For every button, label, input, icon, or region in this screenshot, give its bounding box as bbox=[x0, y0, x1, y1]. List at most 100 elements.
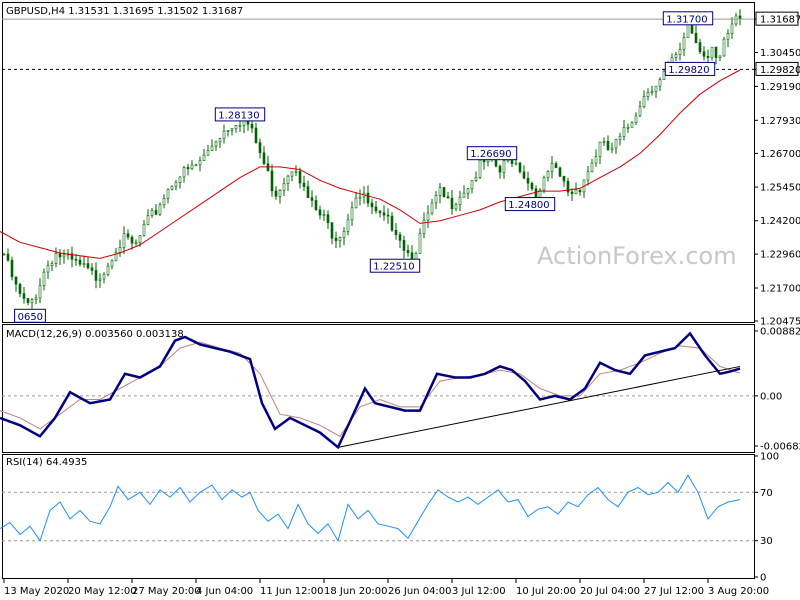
candle-body bbox=[126, 233, 130, 238]
candle-body bbox=[434, 195, 438, 204]
candle-body bbox=[174, 182, 178, 187]
candle-body bbox=[74, 258, 78, 261]
candle-body bbox=[590, 162, 594, 173]
rsi-line bbox=[0, 474, 741, 542]
candle-body bbox=[238, 125, 242, 127]
candle-body bbox=[46, 265, 50, 273]
candle-body bbox=[206, 150, 210, 156]
candle-body bbox=[166, 189, 170, 199]
candle-body bbox=[618, 136, 622, 140]
candle-body bbox=[214, 141, 218, 147]
annotation-box bbox=[214, 107, 266, 122]
macd-axis: 0.008824 0.00 -0.006825 bbox=[754, 326, 800, 453]
candle-body bbox=[646, 92, 650, 97]
annotation-label: 0650 bbox=[18, 312, 43, 323]
annotation-box bbox=[466, 146, 518, 161]
candle-body bbox=[86, 263, 90, 269]
candle-body bbox=[14, 276, 18, 285]
annotation-box bbox=[14, 308, 46, 323]
time-tick-label: 3 Aug 20:00 bbox=[708, 586, 769, 597]
candle-body bbox=[566, 180, 570, 193]
candle-body bbox=[406, 250, 410, 254]
candle-body bbox=[262, 152, 266, 164]
candle-body bbox=[366, 192, 370, 204]
candle-body bbox=[270, 170, 274, 192]
candle-body bbox=[602, 141, 606, 143]
annotation-label: 1.28130 bbox=[218, 110, 259, 121]
candle-body bbox=[442, 187, 446, 198]
candle-body bbox=[626, 127, 630, 129]
candle-body bbox=[502, 160, 506, 173]
candle-body bbox=[426, 212, 430, 221]
rsi-tick-label: 0 bbox=[760, 573, 766, 584]
candle-body bbox=[10, 259, 14, 278]
candle-body bbox=[394, 229, 398, 235]
candle-body bbox=[482, 159, 486, 163]
candle-body bbox=[726, 33, 730, 40]
candle-body bbox=[526, 177, 530, 184]
candle-body bbox=[514, 162, 518, 165]
time-tick-label: 27 May 20:00 bbox=[132, 586, 201, 597]
candle-body bbox=[730, 23, 734, 34]
candle-body bbox=[574, 189, 578, 195]
candle-body bbox=[322, 214, 326, 217]
candle-body bbox=[698, 42, 702, 53]
candle-body bbox=[162, 198, 166, 206]
candle-body bbox=[598, 141, 602, 157]
price-header: GBPUSD,H4 1.31531 1.31695 1.31502 1.3168… bbox=[6, 6, 243, 17]
candle-body bbox=[462, 192, 466, 198]
candle-body bbox=[706, 55, 710, 58]
candle-body bbox=[274, 190, 278, 197]
candle-body bbox=[386, 214, 390, 217]
annotation-box bbox=[504, 197, 556, 212]
candle-body bbox=[58, 253, 62, 258]
candle-body bbox=[734, 15, 738, 25]
candle-body bbox=[318, 209, 322, 216]
candle-body bbox=[422, 219, 426, 234]
price-tick-label: 1.29190 bbox=[760, 82, 800, 93]
candle-body bbox=[222, 130, 226, 139]
time-tick-label: 20 Jul 04:00 bbox=[580, 586, 640, 597]
moving-average-line bbox=[0, 69, 741, 259]
rsi-tick-label: 30 bbox=[760, 536, 773, 547]
candle-body bbox=[218, 138, 222, 143]
price-tick-label: 1.21700 bbox=[760, 284, 800, 295]
candle-body bbox=[150, 210, 154, 216]
time-tick-label: 13 May 2020 bbox=[4, 586, 69, 597]
time-tick-label: 4 Jun 04:00 bbox=[196, 586, 253, 597]
annotation-box bbox=[664, 61, 716, 76]
candle-body bbox=[134, 242, 138, 244]
candle-body bbox=[102, 274, 106, 280]
candle-body bbox=[258, 142, 262, 154]
candle-body bbox=[578, 189, 582, 193]
time-tick-label: 10 Jul 20:00 bbox=[516, 586, 576, 597]
candle-body bbox=[254, 127, 258, 143]
candle-body bbox=[142, 224, 146, 236]
candle-body bbox=[658, 79, 662, 87]
macd-header: MACD(12,26,9) 0.003560 0.003138 bbox=[6, 329, 184, 340]
candle-body bbox=[530, 182, 534, 190]
candle-body bbox=[614, 139, 618, 149]
candle-body bbox=[230, 128, 234, 131]
price-tick-label: 1.26700 bbox=[760, 149, 800, 160]
candle-body bbox=[378, 210, 382, 214]
price-tick-label: 1.24200 bbox=[760, 216, 800, 227]
candle-body bbox=[718, 55, 722, 58]
candle-body bbox=[738, 15, 742, 20]
time-tick-label: 18 Jun 20:00 bbox=[324, 586, 388, 597]
candle-body bbox=[310, 197, 314, 201]
candle-body bbox=[182, 167, 186, 178]
annotation-box bbox=[662, 11, 714, 26]
candle-body bbox=[498, 165, 502, 173]
candle-body bbox=[290, 171, 294, 177]
price-annotations: 1.31700 1.29820 1.28130 1.26690 1.24800 1.225… bbox=[14, 11, 716, 323]
candle-body bbox=[138, 235, 142, 243]
candle-body bbox=[470, 180, 474, 190]
annotation-label: 1.24800 bbox=[508, 200, 549, 211]
candle-body bbox=[226, 129, 230, 132]
candle-body bbox=[430, 202, 434, 214]
candle-body bbox=[118, 247, 122, 253]
candle-body bbox=[282, 183, 286, 191]
price-tick-label: 1.31687 bbox=[760, 15, 800, 26]
annotation-box bbox=[369, 258, 421, 273]
